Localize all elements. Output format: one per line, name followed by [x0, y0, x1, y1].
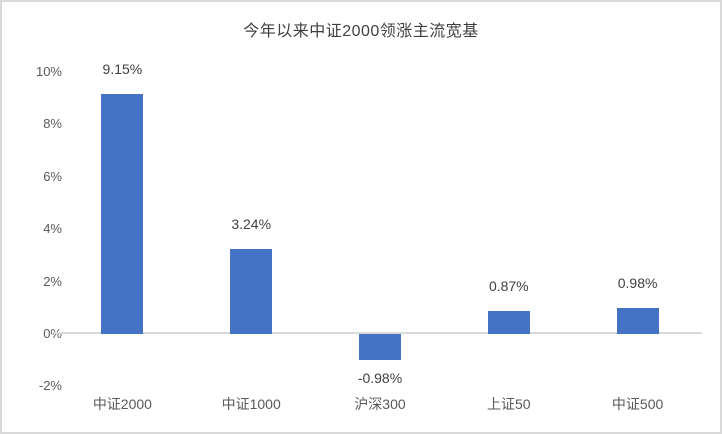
x-category-label: 沪深300 [354, 396, 406, 412]
bar-value-label: -0.98% [357, 369, 403, 386]
zero-baseline [54, 332, 702, 334]
y-tick-label: 6% [43, 168, 62, 184]
x-category-label: 上证50 [487, 396, 531, 412]
y-tick-label: 4% [43, 221, 62, 237]
bar [359, 334, 401, 360]
bar-value-label: 3.24% [231, 216, 272, 233]
y-tick-label: 10% [35, 64, 62, 79]
x-category-label: 中证1000 [221, 396, 281, 412]
bar [230, 249, 273, 334]
x-category-label: 中证500 [611, 396, 664, 412]
bar-value-label: 0.98% [617, 275, 658, 292]
bar [616, 308, 659, 334]
chart-title: 今年以来中证2000领涨主流宽基 [243, 23, 479, 40]
bar-value-label: 0.87% [488, 278, 529, 295]
bar [487, 311, 530, 334]
x-category-label: 中证2000 [92, 396, 152, 412]
y-tick-label: -2% [38, 378, 62, 394]
bar-value-label: 9.15% [102, 61, 143, 78]
bar [101, 94, 144, 334]
y-tick-label: 2% [43, 273, 62, 289]
y-tick-label: 8% [43, 116, 62, 132]
y-tick-label: 0% [43, 326, 62, 341]
